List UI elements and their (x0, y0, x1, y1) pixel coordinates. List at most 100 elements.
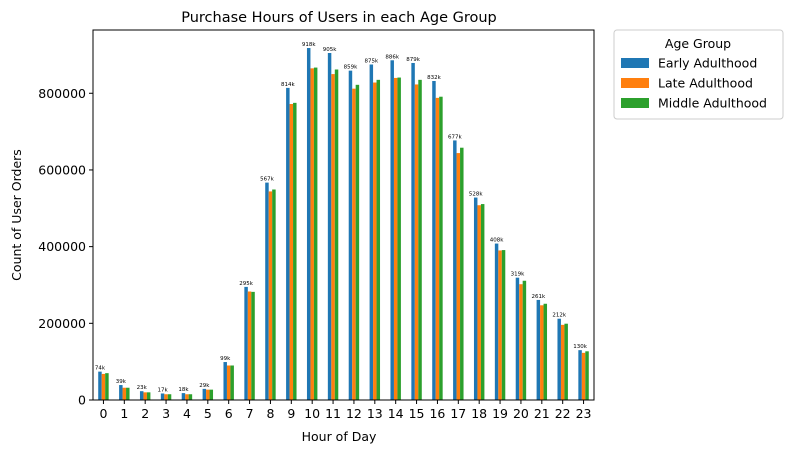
x-tick-label: 1 (120, 406, 128, 421)
bar-middle-adulthood (146, 392, 151, 400)
x-tick-label: 6 (225, 406, 233, 421)
data-label: 99k (220, 356, 231, 362)
legend-label: Late Adulthood (658, 76, 753, 91)
x-tick-label: 22 (555, 406, 571, 421)
data-label: 39k (116, 379, 127, 385)
data-label: 295k (239, 281, 253, 287)
x-tick-label: 11 (325, 406, 341, 421)
bar-middle-adulthood (522, 280, 527, 400)
x-tick-label: 13 (367, 406, 383, 421)
bar-middle-adulthood (293, 102, 297, 401)
legend-label: Early Adulthood (658, 56, 757, 71)
legend: Age Group Early Adulthood Late Adulthood M… (613, 29, 784, 120)
y-tick-label: 0 (78, 393, 86, 408)
bar-middle-adulthood (460, 147, 464, 400)
data-label: 677k (448, 134, 462, 140)
bar-middle-adulthood (251, 291, 255, 400)
bar-late-adulthood (331, 74, 335, 400)
bar-early-adulthood (390, 60, 394, 400)
legend-swatch (621, 98, 649, 108)
x-tick-label: 5 (204, 406, 212, 421)
bar-early-adulthood (515, 277, 520, 400)
x-tick-label: 7 (246, 406, 254, 421)
x-tick-label: 16 (429, 406, 445, 421)
bar-late-adulthood (289, 104, 294, 400)
y-tick-label: 800000 (38, 86, 86, 101)
y-axis-title: Count of User Orders (9, 149, 24, 281)
data-label: 29k (199, 383, 210, 389)
legend-box (613, 29, 784, 120)
bar-early-adulthood (119, 385, 123, 400)
x-tick-label: 3 (162, 406, 170, 421)
bar-late-adulthood (581, 352, 586, 400)
bar-middle-adulthood (188, 394, 193, 400)
bar-early-adulthood (306, 48, 311, 401)
x-tick-label: 12 (346, 406, 362, 421)
data-label: 832k (427, 75, 441, 81)
bar-late-adulthood (456, 153, 461, 400)
bar-early-adulthood (411, 62, 415, 401)
bar-middle-adulthood (585, 351, 589, 400)
bar-middle-adulthood (480, 204, 485, 400)
data-label: 875k (364, 59, 378, 65)
bar-middle-adulthood (334, 69, 339, 401)
x-tick-label: 18 (471, 406, 487, 421)
data-label: 212k (552, 313, 566, 319)
bar-late-adulthood (101, 373, 106, 400)
bar-late-adulthood (206, 389, 210, 400)
x-tick-label: 23 (576, 406, 592, 421)
bar-middle-adulthood (501, 250, 506, 400)
bar-late-adulthood (247, 291, 252, 400)
bar-early-adulthood (327, 53, 332, 400)
bar-middle-adulthood (397, 77, 401, 401)
data-label: 879k (406, 57, 420, 63)
x-axis-title: Hour of Day (302, 429, 377, 444)
bar-late-adulthood (310, 68, 314, 400)
bar-early-adulthood (160, 393, 165, 400)
x-tick-label: 10 (304, 406, 320, 421)
x-tick-label: 9 (287, 406, 295, 421)
bar-early-adulthood (286, 87, 290, 401)
x-tick-label: 15 (409, 406, 425, 421)
bar-middle-adulthood (418, 79, 422, 401)
bar-early-adulthood (223, 362, 227, 400)
bar-late-adulthood (414, 84, 419, 401)
bar-middle-adulthood (564, 323, 568, 400)
bar-late-adulthood (226, 365, 231, 400)
bar-late-adulthood (164, 394, 168, 400)
bar-late-adulthood (435, 97, 440, 400)
legend-swatch (621, 58, 649, 68)
bar-late-adulthood (519, 284, 523, 400)
bar-early-adulthood (369, 64, 374, 400)
bar-middle-adulthood (272, 189, 276, 400)
bar-early-adulthood (98, 371, 102, 400)
data-label: 23k (137, 385, 148, 391)
bar-middle-adulthood (355, 84, 360, 401)
x-tick-label: 14 (388, 406, 404, 421)
y-tick-label: 600000 (38, 162, 86, 177)
bar-middle-adulthood (230, 365, 234, 400)
x-tick-label: 20 (513, 406, 529, 421)
data-label: 18k (178, 387, 189, 393)
data-label: 859k (344, 65, 358, 71)
bar-early-adulthood (578, 350, 582, 400)
data-label: 408k (490, 238, 504, 244)
data-label: 17k (157, 387, 168, 393)
data-label: 261k (531, 294, 545, 300)
x-tick-label: 0 (99, 406, 107, 421)
bar-middle-adulthood (439, 96, 443, 400)
x-tick-label: 4 (183, 406, 191, 421)
x-tick-label: 2 (141, 406, 149, 421)
bar-late-adulthood (477, 205, 481, 400)
data-label: 814k (281, 82, 295, 88)
bar-early-adulthood (265, 182, 269, 400)
x-tick-label: 8 (266, 406, 274, 421)
bar-early-adulthood (202, 388, 207, 400)
y-tick-label: 200000 (38, 316, 86, 331)
x-tick-label: 21 (534, 406, 550, 421)
bar-middle-adulthood (376, 79, 381, 401)
data-label: 130k (573, 344, 587, 350)
data-label: 319k (511, 272, 525, 278)
bar-early-adulthood (181, 393, 186, 400)
